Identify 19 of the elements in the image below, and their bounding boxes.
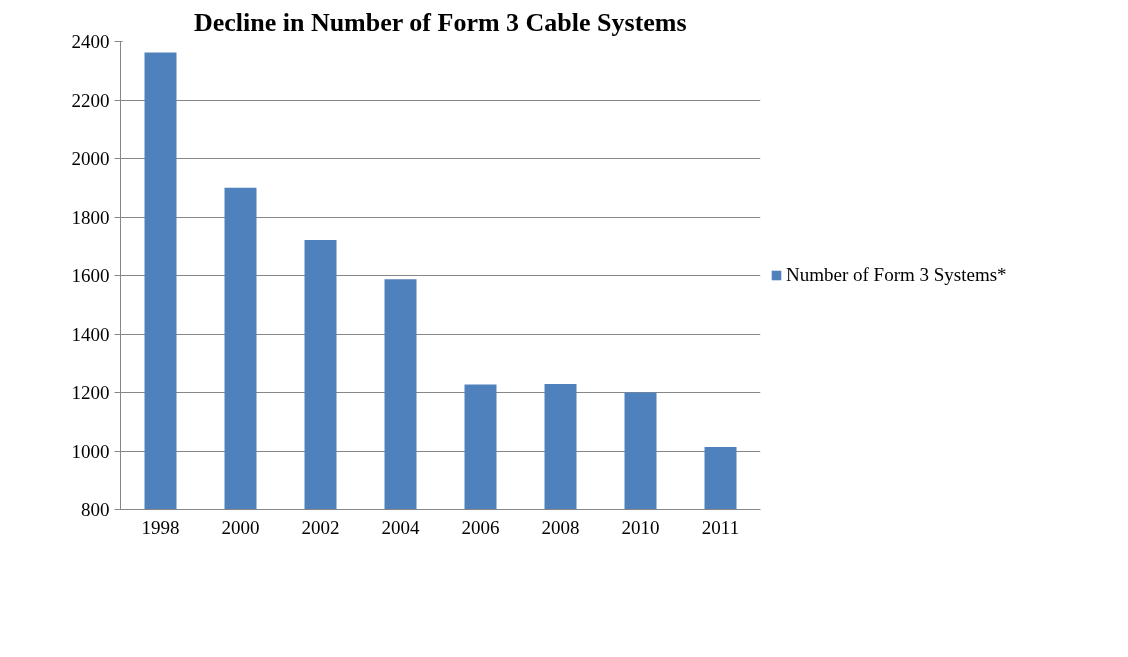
y-tick-label: 1400	[71, 323, 110, 345]
y-tick-label: 1200	[71, 382, 110, 403]
x-tick-label: 2004	[381, 516, 420, 538]
y-tick-label: 2400	[71, 31, 110, 52]
legend-label: Number of Form 3 Systems*	[786, 264, 1007, 286]
y-tick-label: 1600	[71, 265, 110, 286]
chart-title: Decline in Number of Form 3 Cable Systems	[193, 7, 687, 37]
x-tick-label: 2002	[301, 516, 340, 538]
y-tick-label: 1000	[71, 440, 110, 462]
x-tick-label: 2011	[701, 516, 740, 538]
y-tick-label: 800	[81, 499, 110, 520]
x-tick-label: 2000	[221, 516, 260, 538]
x-tick-label: 1998	[141, 516, 180, 538]
x-tick-label: 2010	[621, 516, 660, 538]
y-tick-label: 1800	[71, 206, 110, 228]
y-tick-label: 2000	[71, 148, 110, 169]
x-tick-label: 2006	[461, 516, 500, 538]
x-tick-label: 2008	[541, 516, 580, 538]
y-tick-label: 2200	[71, 89, 110, 111]
